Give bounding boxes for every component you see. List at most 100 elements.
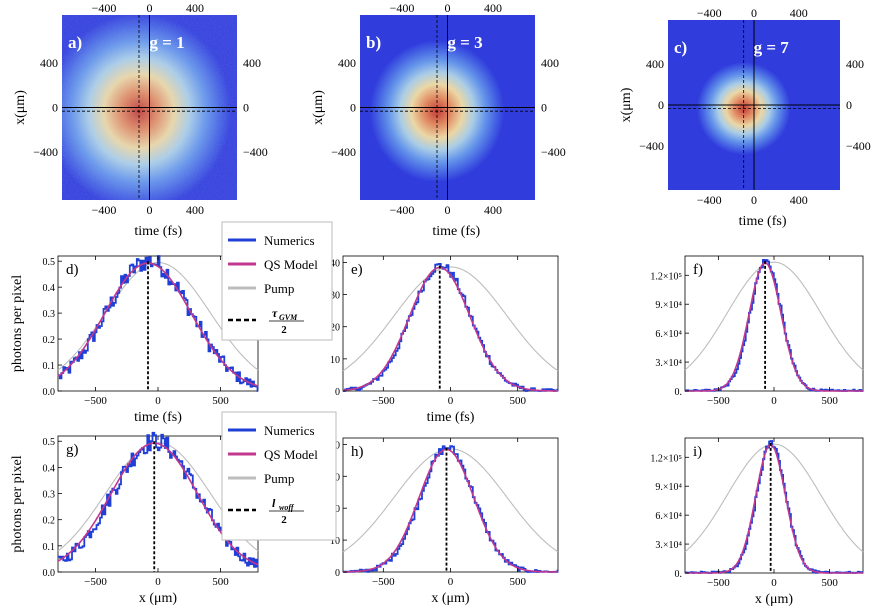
panel-label: a) (68, 33, 82, 52)
qs-model-line (342, 266, 558, 392)
x-axis-label: x (μm) (755, 592, 794, 607)
numerics-line (343, 445, 559, 573)
g-value-label: g = 1 (149, 33, 184, 52)
qs-model-line (685, 261, 863, 392)
top-x-tick: −400 (697, 6, 722, 20)
x-tick-label: 500 (509, 576, 526, 588)
heatmap-panel: c) g = 7 −400 −400 0 0 400 400 400 400 0 0 −400 −400 t… (619, 6, 871, 229)
panel-label: g) (66, 442, 79, 458)
map-x-label: time (fs) (432, 224, 480, 239)
bottom-x-tick: 400 (484, 203, 502, 217)
right-y-tick: 400 (846, 57, 864, 71)
y-tick-label: 0.0 (43, 568, 56, 579)
legends: Numerics QS Model Pump τ GVM 2 Numerics QS Mode… (221, 221, 337, 541)
panel-label: d) (66, 262, 79, 278)
x-tick-label: 500 (212, 395, 229, 407)
x-tick-label: −500 (372, 576, 395, 588)
line-chart-d: −500 0 500 0.0 0.1 0.2 0.3 0.4 0.5 d) time (fs) pho… (10, 255, 259, 425)
legend-item-label: Pump (264, 281, 294, 296)
x-tick-label: 0 (155, 576, 161, 588)
heatmap-panel: a) g = 1 −400 −400 0 0 400 400 400 400 0 0 −400 −400 t… (13, 1, 268, 239)
y-tick-label: 0.1 (43, 361, 56, 372)
left-y-tick: −400 (33, 145, 58, 159)
g-value-label: g = 7 (754, 38, 790, 57)
y-tick-label: 6.×10⁴ (655, 511, 682, 522)
x-tick-label: 0 (448, 395, 454, 407)
top-x-tick: 400 (484, 1, 502, 15)
legend-marker-subscript: woff (279, 503, 295, 512)
y-tick-label: 6.×10⁴ (655, 329, 682, 340)
y-tick-label: 0 (335, 568, 340, 579)
x-tick-label: 0 (771, 577, 777, 589)
y-tick-label: 0.5 (43, 437, 56, 448)
top-x-tick: 0 (147, 1, 153, 15)
bottom-x-tick: −400 (390, 203, 415, 217)
y-tick-label: 0.3 (43, 309, 56, 320)
legend-item-label: QS Model (264, 447, 318, 462)
legend-item-label: QS Model (264, 257, 318, 272)
y-tick-label: 0.5 (43, 257, 56, 268)
x-tick-label: 500 (509, 395, 526, 407)
x-axis-label: x (μm) (431, 591, 470, 606)
line-chart-h: −5000500010203040h)x (μm) (330, 437, 559, 606)
legend-box: Numerics QS Model Pump τ GVM 2 (221, 221, 333, 341)
panel-label: c) (674, 38, 687, 57)
g-value-label: g = 3 (447, 33, 482, 52)
x-tick-label: 0 (448, 576, 454, 588)
top-x-tick: 400 (790, 6, 808, 20)
x-tick-label: 500 (821, 395, 838, 407)
lineplot-rows: −500 0 500 0.0 0.1 0. 2 0.3 0.4 0.5 d) time (fs) pho… (10, 255, 864, 607)
line-chart-i: −500 0 500 0. 3.×10⁴ 6.×10⁴ 9.×10⁴ 1.2×10⁵ i) x (… (650, 437, 864, 607)
panel-label: f) (693, 262, 703, 278)
left-y-tick: −400 (331, 145, 356, 159)
x-tick-label: 500 (212, 576, 229, 588)
legend-marker-denominator: 2 (281, 514, 287, 526)
qs-model-line (57, 262, 259, 387)
legend-frame (221, 411, 337, 541)
y-tick-label: 9.×10⁴ (655, 300, 682, 311)
left-y-tick: 400 (338, 56, 356, 70)
pump-line (342, 266, 559, 372)
heatmap-panel: b) g = 3 −400 −400 0 0 400 400 400 400 0 0 −400 −400 t… (311, 1, 566, 239)
y-tick-label: 1.2×10⁵ (650, 453, 682, 464)
left-y-tick: 400 (646, 57, 664, 71)
plot-frame (342, 437, 559, 573)
y-tick-label: 40 (330, 258, 340, 269)
map-x-label: time (fs) (739, 214, 787, 229)
y-axis-label: photons per pixel (10, 455, 25, 552)
y-tick-label: 20 (330, 323, 340, 334)
panel-label: e) (351, 262, 363, 278)
numerics-line (343, 263, 559, 392)
map-y-label: x(μm) (311, 90, 326, 125)
y-tick-label: 1.2×10⁵ (650, 271, 682, 282)
bottom-x-tick: 400 (186, 203, 204, 217)
legend-marker-denominator: 2 (281, 324, 287, 336)
right-y-tick: 400 (541, 56, 559, 70)
bottom-x-tick: 400 (790, 193, 808, 207)
x-tick-label: 0 (155, 395, 161, 407)
qs-model-line (685, 443, 863, 574)
x-axis-label: time (fs) (134, 410, 182, 425)
y-tick-label: 0 (335, 387, 340, 398)
left-y-tick: −400 (639, 139, 664, 153)
y-tick-label: 0. (675, 387, 683, 398)
line-chart-e: −500 0 500 0 10 20 30 40 e) time (fs) (330, 255, 559, 425)
right-y-tick: 0 (846, 98, 852, 112)
legend-item-label: Numerics (264, 233, 315, 248)
line-chart-g: −500 0 500 0.0 0.1 0.2 0.3 0.4 0.5 g) x (μm) photon… (10, 431, 259, 606)
x-tick-label: −500 (84, 576, 107, 588)
y-tick-label: 10 (330, 355, 340, 366)
map-x-label: time (fs) (134, 224, 182, 239)
pump-line (684, 443, 864, 553)
legend-marker-subscript: GVM (279, 313, 298, 322)
bottom-x-tick: 0 (445, 203, 451, 217)
left-y-tick: 0 (52, 101, 58, 115)
numerics-line (685, 440, 864, 574)
x-tick-label: 500 (821, 577, 838, 589)
y-tick-label: 0.4 (43, 463, 56, 474)
bottom-x-tick: −400 (92, 203, 117, 217)
left-y-tick: 400 (40, 56, 58, 70)
panel-label: i) (693, 444, 702, 460)
top-x-tick: 0 (445, 1, 451, 15)
legend-marker-numerator: τ (272, 306, 278, 320)
